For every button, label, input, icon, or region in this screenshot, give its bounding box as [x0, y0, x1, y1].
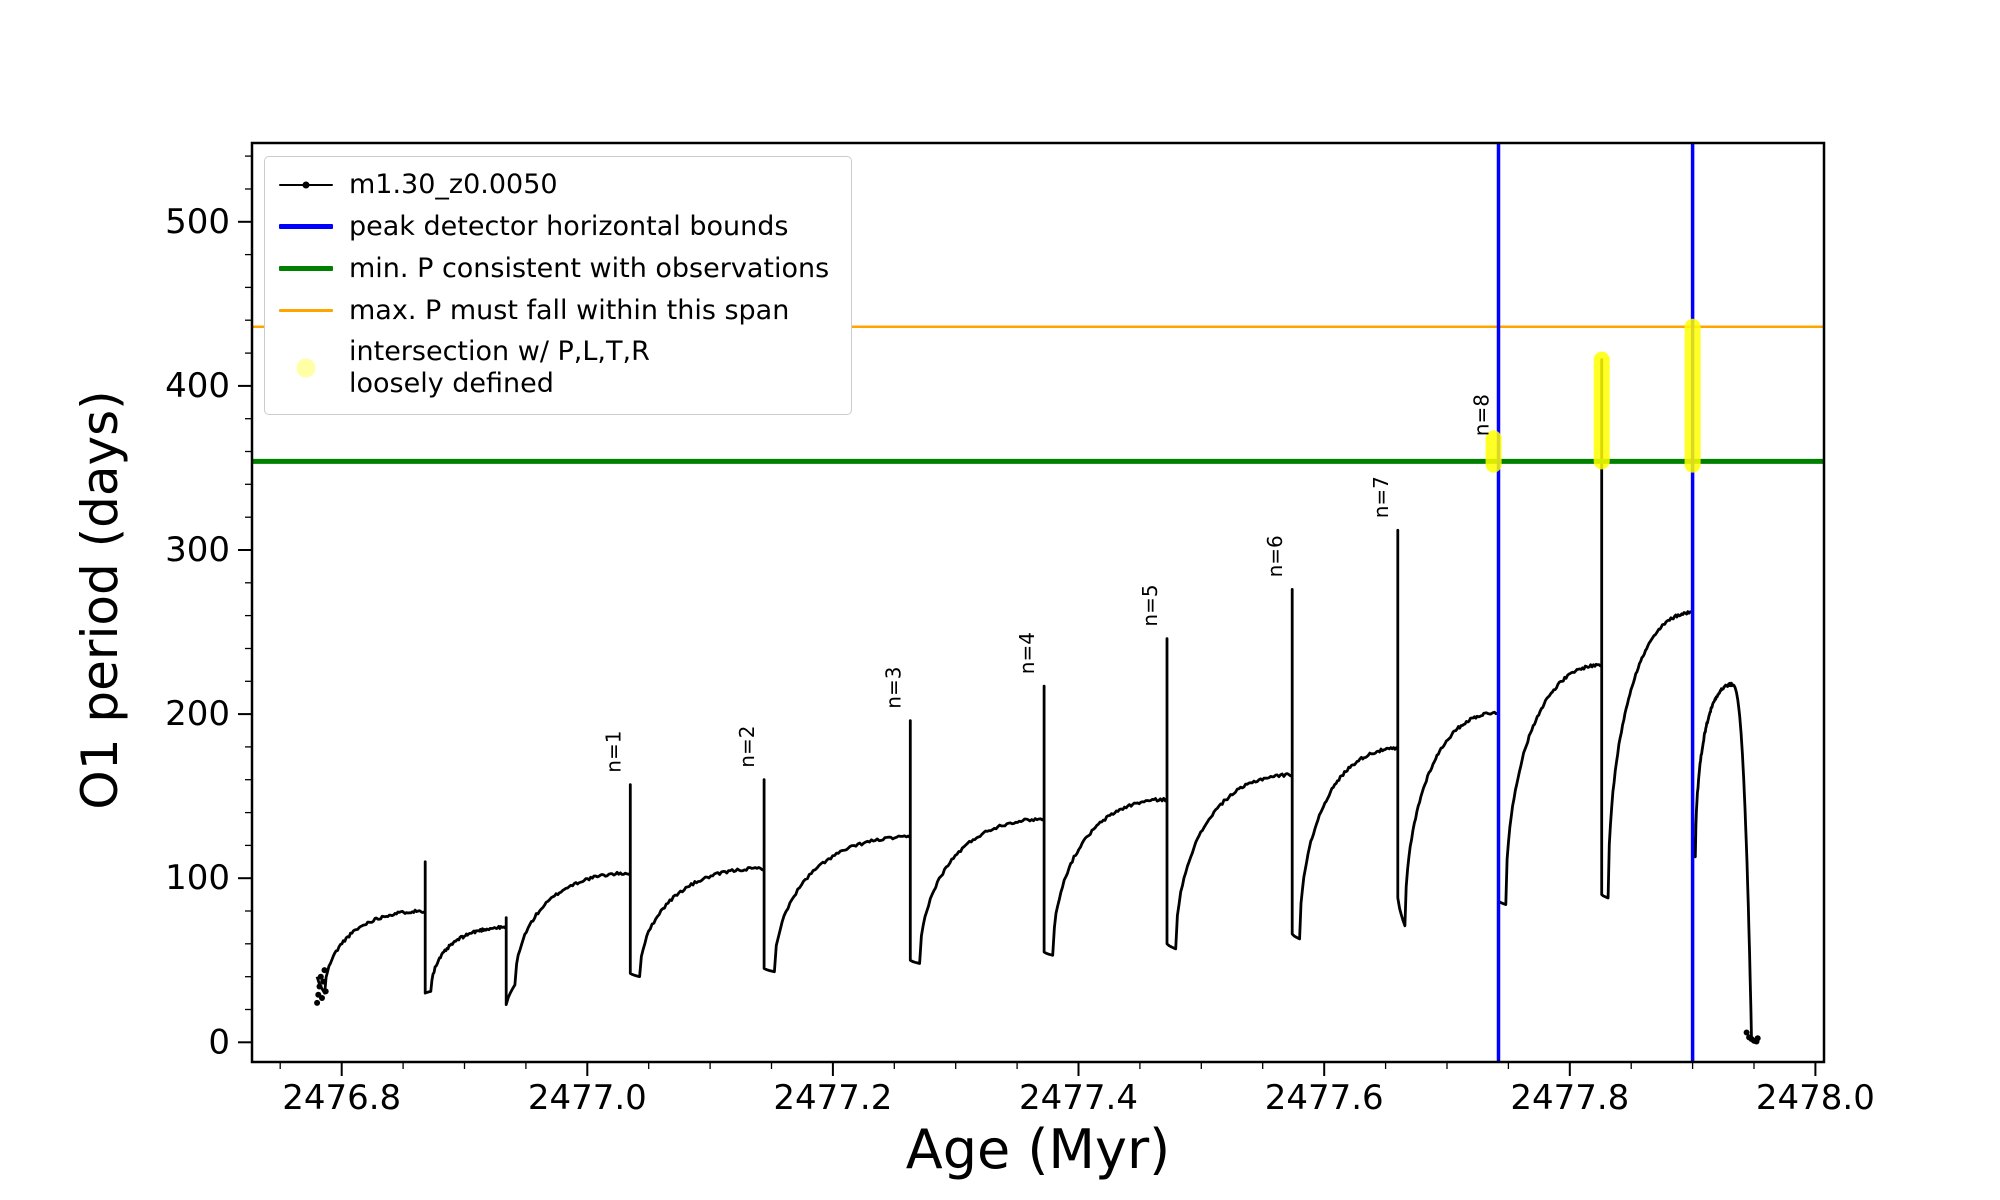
x-tick-label: 2476.8: [282, 1078, 401, 1118]
y-tick-label: 400: [165, 366, 230, 406]
x-tick-label: 2477.8: [1510, 1078, 1629, 1118]
spike-label: n=3: [881, 667, 905, 709]
legend-entry: min. P consistent with observations: [279, 253, 829, 285]
data-point: [316, 983, 323, 990]
series-curve: [315, 325, 1753, 1040]
plot-border: [250, 141, 1826, 1064]
legend-entry: intersection w/ P,L,T,R loosely defined: [279, 336, 829, 400]
legend-line-icon: [279, 170, 333, 200]
spike-label: n=6: [1263, 535, 1287, 577]
legend-label: max. P must fall within this span: [349, 294, 790, 326]
legend-line-icon: [279, 212, 333, 242]
data-point: [1754, 1035, 1761, 1042]
spike-label: n=4: [1015, 632, 1039, 674]
data-point: [1743, 1029, 1750, 1036]
y-tick-label: 100: [165, 858, 230, 898]
x-tick-label: 2477.4: [1019, 1078, 1138, 1118]
data-point: [319, 995, 325, 1001]
x-axis-label: Age (Myr): [905, 1118, 1171, 1181]
legend-label: intersection w/ P,L,T,R loosely defined: [349, 336, 650, 400]
spike-label: n=2: [735, 726, 759, 768]
legend-entry: peak detector horizontal bounds: [279, 211, 829, 243]
spike-label: n=5: [1138, 584, 1162, 626]
x-tick-label: 2478.0: [1756, 1078, 1875, 1118]
data-point: [317, 973, 324, 980]
x-tick-label: 2477.6: [1265, 1078, 1384, 1118]
legend-line-icon: [279, 296, 333, 326]
y-tick-label: 200: [165, 694, 230, 734]
legend-entry: m1.30_z0.0050: [279, 169, 829, 201]
y-tick-label: 500: [165, 202, 230, 242]
legend-entry: max. P must fall within this span: [279, 295, 829, 327]
spike-label: n=1: [601, 731, 625, 773]
legend-label: peak detector horizontal bounds: [349, 210, 789, 242]
data-point: [322, 988, 329, 995]
x-tick-label: 2477.2: [773, 1078, 892, 1118]
data-point: [314, 999, 321, 1006]
y-axis-label: O1 period (days): [71, 390, 129, 810]
x-tick-label: 2477.0: [528, 1078, 647, 1118]
legend-marker-icon: [279, 353, 333, 383]
y-tick-label: 300: [165, 530, 230, 570]
spike-label: n=7: [1369, 476, 1393, 518]
spike-label: n=8: [1470, 394, 1494, 436]
data-point: [320, 978, 327, 985]
data-point: [321, 967, 328, 974]
legend-line-icon: [279, 254, 333, 284]
legend-label: min. P consistent with observations: [349, 252, 830, 284]
legend-label: m1.30_z0.0050: [349, 169, 558, 200]
y-tick-label: 0: [208, 1022, 230, 1062]
